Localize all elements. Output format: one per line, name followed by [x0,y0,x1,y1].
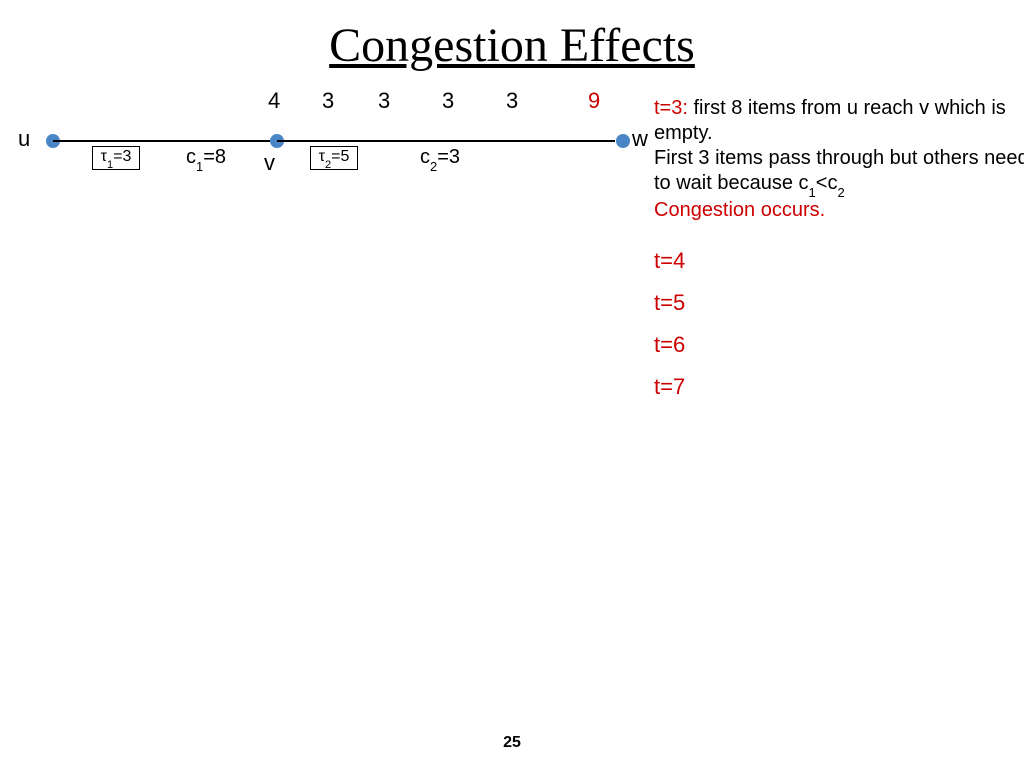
t3-label: t=3: [654,97,688,119]
edge-uv-taubox: τ1=3 [92,146,140,170]
page-number: 25 [503,734,521,752]
edge-vw-toplabel-2: 3 [442,88,454,114]
edge-vw-line [277,140,615,142]
edge-vw-taubox: τ2=5 [310,146,358,170]
edge-vw-toplabel-4: 9 [588,88,600,114]
edge-vw-toplabel-1: 3 [378,88,390,114]
edge-uv-capacity: c1=8 [186,146,226,171]
edge-vw-capacity: c2=3 [420,146,460,171]
node-w-label: w [632,126,648,152]
diagram-area: u 4 τ1=3 c1=8 v 3 3 3 3 9 τ2=5 c2=3 w [10,90,660,210]
timestamp-t4: t=4 [654,248,685,274]
node-w-dot [616,134,630,148]
notes-block: t=3: first 8 items from u reach v which … [654,96,1024,223]
edge-uv-line [53,140,270,142]
edge-vw-toplabel-0: 3 [322,88,334,114]
timestamp-t7: t=7 [654,374,685,400]
timestamp-t5: t=5 [654,290,685,316]
note-congestion: Congestion occurs. [654,198,1024,223]
note-line-2: First 3 items pass through but others ne… [654,146,1024,198]
edge-uv-toplabel-4: 4 [268,88,280,114]
t3-text: first 8 items from u reach v which is em… [654,97,1006,144]
edge-vw-toplabel-3: 3 [506,88,518,114]
page-title: Congestion Effects [329,18,695,73]
timestamp-t6: t=6 [654,332,685,358]
node-u-label: u [18,126,30,152]
node-v-label: v [264,150,275,176]
note-line-1: t=3: first 8 items from u reach v which … [654,96,1024,146]
